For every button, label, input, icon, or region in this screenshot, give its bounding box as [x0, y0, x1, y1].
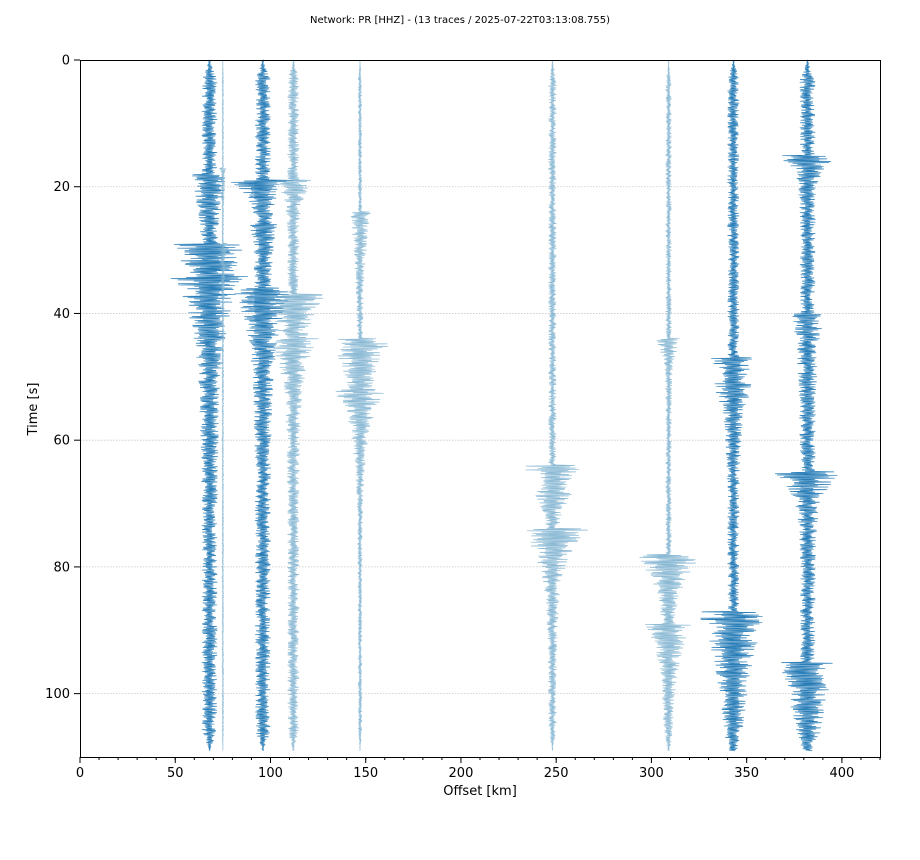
x-tick-label: 200 — [449, 766, 474, 781]
trace-1 — [218, 59, 228, 751]
trace-layer — [170, 59, 838, 752]
y-tick-label: 40 — [53, 307, 70, 322]
x-tick-label: 0 — [76, 766, 84, 781]
trace-8 — [774, 59, 838, 752]
y-tick-label: 60 — [53, 434, 70, 449]
trace-2 — [231, 59, 295, 751]
trace-4 — [335, 59, 389, 751]
x-tick-label: 150 — [353, 766, 378, 781]
trace-3 — [265, 59, 324, 751]
x-tick-label: 300 — [639, 766, 664, 781]
trace-7 — [700, 59, 763, 752]
y-tick-label: 20 — [53, 180, 70, 195]
x-axis: 0 50 100 150 200 250 300 350 400 — [76, 757, 881, 781]
trace-6 — [639, 59, 697, 751]
x-tick-label: 400 — [829, 766, 854, 781]
y-tick-label: 80 — [53, 560, 70, 575]
chart-title: Network: PR [HHZ] - (13 traces / 2025-07… — [310, 15, 610, 26]
x-tick-label: 50 — [167, 766, 184, 781]
grid-lines — [80, 186, 880, 695]
trace-0 — [170, 59, 249, 751]
x-tick-label: 250 — [544, 766, 569, 781]
y-axis-label: Time [s] — [26, 383, 41, 437]
y-tick-label: 0 — [62, 54, 70, 69]
x-tick-label: 350 — [734, 766, 759, 781]
y-axis: 0 20 40 60 80 100 — [45, 54, 80, 702]
x-axis-label: Offset [km] — [443, 784, 517, 799]
x-tick-label: 100 — [258, 766, 283, 781]
y-tick-label: 100 — [45, 687, 70, 702]
trace-5 — [525, 59, 588, 751]
